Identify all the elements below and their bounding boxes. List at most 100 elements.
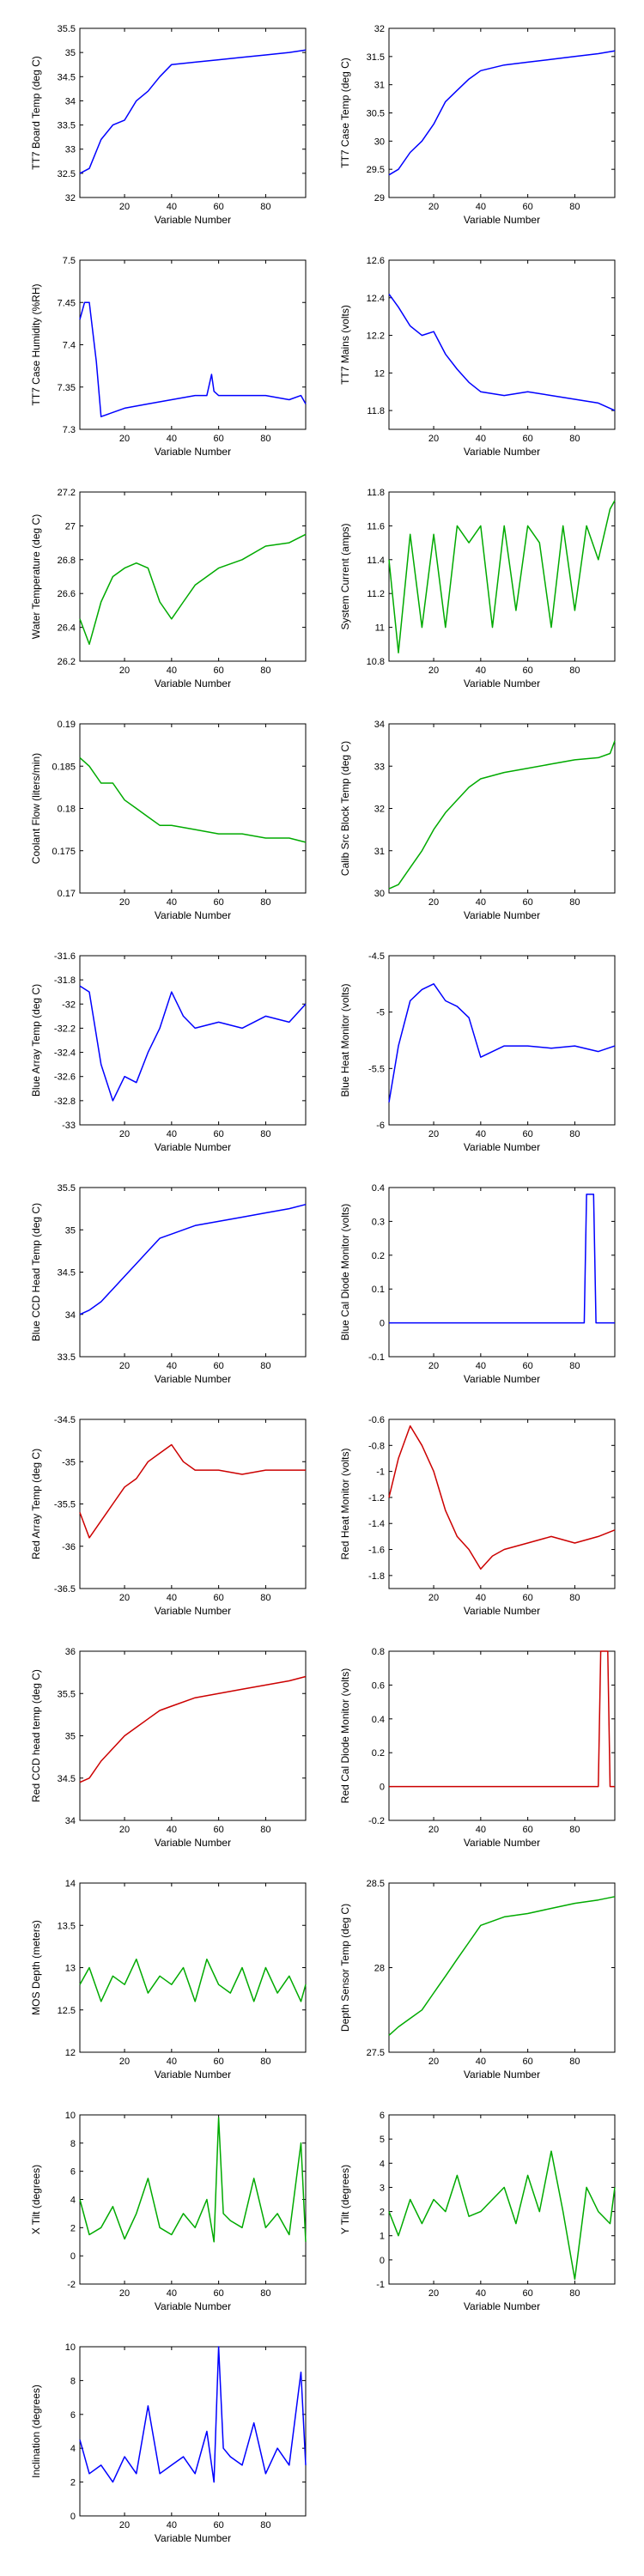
y-tick-label: 32 [374,805,385,815]
x-tick-label: 60 [523,897,533,908]
x-axis-label: Variable Number [155,2300,231,2312]
series-line [79,1443,306,1539]
y-axis-label: Red Heat Monitor (volts) [339,1448,351,1559]
y-tick-label: 0.1 [372,1285,385,1295]
y-tick-label: 12.2 [367,331,385,342]
x-axis-label: Variable Number [155,2069,231,2081]
x-tick-label: 80 [260,1129,270,1139]
y-tick-label: 13 [65,1964,76,1974]
x-tick-label: 80 [569,2288,580,2299]
chart-16: 20 40 60 80 -0.2 0 0.2 0.4 0.6 0.8 Variable Number… [339,1647,616,1849]
y-axis-label: Water Temperature (deg C) [30,514,42,639]
y-tick-label: 35.5 [58,1183,76,1194]
y-tick-label: -1.8 [368,1571,385,1582]
plot-frame [79,955,307,1126]
y-tick-label: -1 [376,2280,385,2290]
y-tick-label: 30 [374,137,385,147]
series-line [389,1194,615,1324]
y-tick-label: -0.1 [368,1352,385,1363]
x-tick-label: 80 [260,2288,270,2299]
x-tick-label: 80 [569,665,580,676]
series-line [79,985,307,1102]
series-line [79,756,307,843]
y-tick-label: 0.18 [58,805,76,815]
y-tick-label: 7.35 [58,383,76,393]
y-tick-label: 4 [70,2444,76,2454]
chart-20: 20 40 60 80 -1 0 1 2 3 4 5 6 Variable Number Y Tilt (… [339,2111,616,2312]
y-tick-label: 0.2 [372,1748,385,1759]
chart-10: 20 40 60 80 -6 -5.5 -5 -4.5 Variable Number Blue … [339,951,616,1153]
y-tick-label: 11.2 [367,589,385,599]
y-tick-label: 11.6 [367,521,385,532]
y-axis-label: Blue Heat Monitor (volts) [339,983,351,1097]
y-tick-label: 6 [380,2111,385,2121]
series-line [389,1650,615,1788]
y-tick-label: 12 [65,2048,76,2058]
plot-frame [388,27,616,198]
plot-frame [388,2114,616,2285]
chart-3: 20 40 60 80 7.3 7.35 7.4 7.45 7.5 Variable Number… [30,256,307,458]
x-tick-label: 80 [260,665,270,676]
x-tick-label: 20 [428,1129,439,1139]
x-tick-label: 60 [523,434,533,444]
y-tick-label: 30.5 [367,109,385,119]
y-tick-label: 33.5 [58,121,76,131]
y-tick-label: 12.5 [58,2006,76,2016]
x-axis-label: Variable Number [155,1373,231,1385]
x-tick-label: 60 [214,2288,224,2299]
x-tick-label: 20 [428,665,439,676]
series-line [388,2150,616,2281]
chart-2: 20 40 60 80 29 29.5 30 30.5 31 31.5 32 Variable Num… [339,24,616,226]
x-tick-label: 40 [167,1361,177,1371]
x-tick-label: 40 [476,1129,486,1139]
y-tick-label: 26.8 [58,556,76,566]
x-tick-label: 80 [260,897,270,908]
y-tick-label: 0 [70,2251,76,2262]
y-tick-label: -32.8 [54,1097,76,1107]
series-line [79,2346,307,2483]
y-tick-label: -31.6 [54,951,76,962]
y-tick-label: 8 [70,2376,76,2386]
x-tick-label: 80 [260,2057,270,2067]
y-tick-label: 31 [374,81,385,91]
y-tick-label: -5 [376,1008,385,1018]
x-axis-label: Variable Number [155,1837,231,1849]
y-axis-label: Blue Cal Diode Monitor (volts) [339,1204,351,1340]
y-axis-label: Red CCD head temp (deg C) [30,1669,42,1802]
y-tick-label: 8 [70,2139,76,2149]
y-tick-label: -4.5 [368,951,385,962]
x-tick-label: 40 [476,1593,486,1603]
x-tick-label: 60 [523,665,533,676]
y-axis-label: System Current (amps) [339,523,351,629]
x-tick-label: 60 [214,1129,224,1139]
y-axis-label: Depth Sensor Temp (deg C) [339,1904,351,2032]
y-tick-label: 1 [380,2232,385,2242]
y-tick-label: 0.3 [372,1217,385,1227]
x-tick-label: 80 [569,1361,580,1371]
y-tick-label: 0.4 [372,1183,385,1194]
y-axis-label: Blue CCD Head Temp (deg C) [30,1203,42,1341]
series-line [388,740,616,890]
y-tick-label: -32.2 [54,1024,76,1034]
y-tick-label: 27 [65,521,76,532]
y-tick-label: 0 [380,1319,385,1329]
x-tick-label: 80 [569,1129,580,1139]
y-axis-label: Blue Array Temp (deg C) [30,984,42,1097]
y-axis-label: Y Tilt (degrees) [339,2165,351,2234]
x-axis-label: Variable Number [155,446,231,458]
y-tick-label: 35.5 [58,24,76,34]
y-tick-label: 27.2 [58,488,76,498]
x-tick-label: 20 [119,897,130,908]
y-tick-label: 32 [374,24,385,34]
y-tick-label: -34.5 [54,1415,76,1425]
y-tick-label: 0.17 [58,889,76,899]
y-tick-label: 0.185 [52,762,76,772]
y-tick-label: 4 [70,2196,76,2206]
plot-frame [79,723,307,894]
y-tick-label: 6 [70,2167,76,2178]
y-tick-label: -1.6 [368,1546,385,1556]
chart-11: 20 40 60 80 33.5 34 34.5 35 35.5 Variable Number B… [30,1183,307,1385]
y-axis-label: Red Array Temp (deg C) [30,1449,42,1559]
series-line [79,1675,307,1783]
y-tick-label: 11 [375,623,385,634]
